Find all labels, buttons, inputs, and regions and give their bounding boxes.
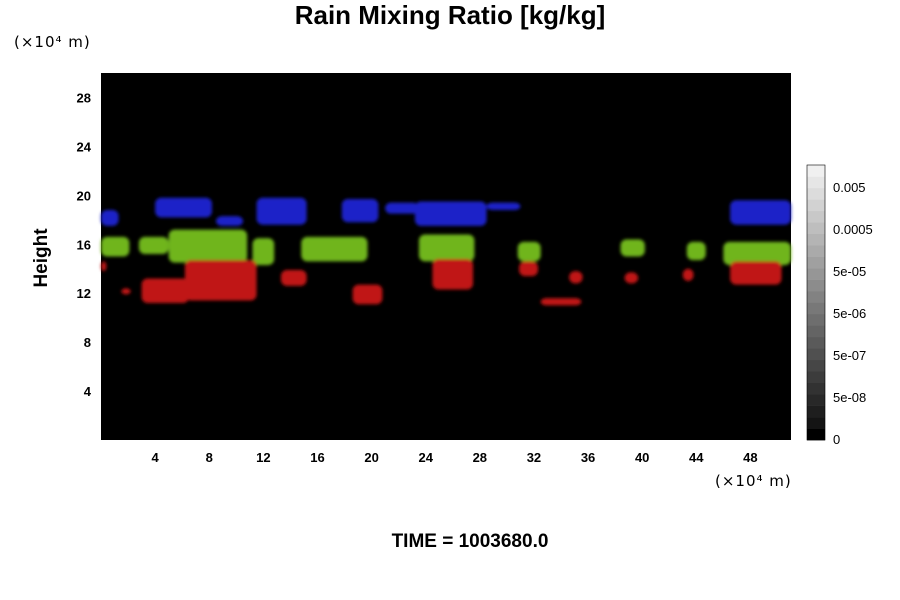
x-tick-label: 12: [256, 450, 270, 465]
y-tick-label: 16: [77, 237, 91, 252]
colorbar-swatch: [807, 279, 825, 292]
rain-region-red: [101, 261, 107, 272]
colorbar-tick-label: 5e-07: [833, 348, 866, 363]
rain-region-blue: [730, 200, 791, 225]
x-axis: 4 8 12 16 20 24 28 32 36 40 44 48: [152, 450, 758, 465]
colorbar-swatch: [807, 336, 825, 349]
colorbar-swatch: [807, 176, 825, 189]
rain-region-blue: [414, 201, 487, 226]
rain-region-green: [418, 234, 475, 262]
colorbar-tick-label: 0: [833, 432, 840, 447]
colorbar: 0 5e-08 5e-07 5e-06 5e-05 0.0005 0.005: [806, 164, 873, 447]
x-tick-label: 24: [418, 450, 433, 465]
colorbar-swatch: [807, 268, 825, 280]
colorbar-swatch: [807, 210, 825, 223]
rain-region-blue: [216, 216, 244, 226]
rain-region-red: [184, 260, 257, 301]
colorbar-swatch: [807, 371, 825, 384]
rain-region-red: [280, 269, 307, 286]
y-tick-label: 4: [84, 384, 92, 399]
colorbar-swatch: [807, 256, 825, 269]
x-tick-label: 20: [364, 450, 378, 465]
y-tick-label: 28: [77, 90, 91, 105]
rain-region-red: [569, 271, 583, 284]
colorbar-swatch: [807, 187, 825, 200]
rain-region-red: [352, 284, 383, 305]
colorbar-tick-label: 0.005: [833, 180, 866, 195]
rain-region-green: [620, 239, 645, 257]
colorbar-swatch: [807, 165, 825, 177]
rain-region-green: [168, 229, 248, 263]
time-label: TIME = 1003680.0: [391, 531, 549, 552]
colorbar-swatch: [807, 382, 825, 395]
rain-region-green: [101, 236, 130, 257]
y-tick-label: 8: [84, 335, 91, 350]
colorbar-tick-label: 0.0005: [833, 222, 873, 237]
y-tick-label: 20: [77, 188, 91, 203]
rain-region-green: [301, 236, 368, 262]
x-tick-label: 40: [635, 450, 649, 465]
colorbar-swatch: [807, 394, 825, 406]
rain-region-red: [519, 261, 538, 277]
chart-title: Rain Mixing Ratio [kg/kg]: [294, 0, 606, 30]
colorbar-tick-label: 5e-05: [833, 264, 866, 279]
rain-region-blue: [101, 210, 119, 226]
rain-region-red: [624, 272, 639, 284]
rain-region-blue: [256, 197, 307, 225]
rain-region-blue: [486, 202, 521, 211]
colorbar-swatch: [807, 245, 825, 257]
x-tick-label: 36: [581, 450, 595, 465]
rain-region-red: [730, 261, 782, 285]
colorbar-swatch: [807, 428, 825, 441]
rain-region-blue: [385, 202, 419, 214]
x-tick-label: 4: [152, 450, 160, 465]
rain-region-red: [121, 288, 131, 295]
colorbar-swatch: [807, 199, 825, 212]
colorbar-swatch: [807, 325, 825, 338]
colorbar-swatch: [807, 405, 825, 418]
rain-region-red: [141, 278, 189, 303]
colorbar-swatch: [807, 359, 825, 372]
x-tick-label: 8: [206, 450, 213, 465]
rain-region-blue: [155, 197, 212, 218]
rain-region-green: [517, 241, 541, 262]
y-axis: 4 8 12 16 20 24 28: [77, 90, 92, 399]
x-tick-label: 32: [527, 450, 541, 465]
y-axis-unit: (×10⁴ m): [14, 33, 91, 51]
rain-region-green: [252, 238, 275, 266]
x-tick-label: 28: [473, 450, 487, 465]
colorbar-swatch: [807, 222, 825, 235]
rain-region-green: [723, 241, 791, 266]
rain-region-red: [540, 298, 582, 306]
x-axis-unit: (×10⁴ m): [715, 472, 792, 490]
rain-regions: [101, 197, 791, 306]
rain-region-green: [686, 241, 706, 261]
colorbar-tick-label: 5e-06: [833, 306, 866, 321]
rain-region-red: [682, 268, 694, 281]
y-tick-label: 12: [77, 286, 91, 301]
x-tick-label: 48: [743, 450, 757, 465]
x-tick-label: 16: [310, 450, 324, 465]
rain-region-red: [432, 258, 474, 290]
colorbar-tick-label: 5e-08: [833, 390, 866, 405]
colorbar-swatch: [807, 302, 825, 315]
rain-region-blue: [341, 199, 379, 223]
rain-region-green: [138, 236, 169, 255]
colorbar-frame: [806, 164, 826, 441]
colorbar-swatch: [807, 291, 825, 303]
colorbar-swatch: [807, 348, 825, 361]
colorbar-swatch: [807, 417, 825, 429]
y-tick-label: 24: [77, 139, 92, 154]
x-tick-label: 44: [689, 450, 704, 465]
colorbar-swatch: [807, 233, 825, 246]
colorbar-swatch: [807, 313, 825, 326]
